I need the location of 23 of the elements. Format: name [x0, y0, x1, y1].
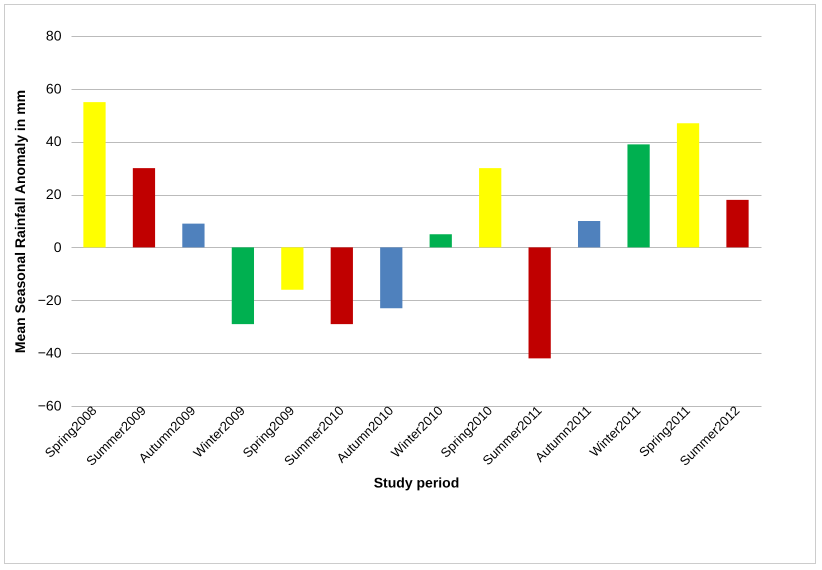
bar — [83, 102, 106, 248]
bar — [479, 168, 502, 248]
bar — [132, 168, 156, 248]
bar — [232, 247, 254, 324]
bar — [281, 247, 304, 290]
y-tick-label: 20 — [46, 186, 62, 202]
bar — [182, 224, 205, 248]
y-tick-label: 40 — [46, 133, 62, 150]
bar — [578, 221, 600, 248]
y-tick-label: −40 — [38, 344, 62, 361]
bar — [528, 247, 551, 358]
x-axis-title: Study period — [374, 474, 460, 491]
bar — [330, 247, 353, 324]
y-tick-label: 80 — [46, 28, 62, 44]
y-axis-title: Mean Seasonal Rainfall Anomaly in mm — [12, 90, 28, 354]
y-tick-label: 60 — [46, 80, 62, 96]
bar — [676, 123, 700, 248]
y-tick-label: −20 — [38, 292, 62, 308]
bar — [380, 247, 402, 308]
bar — [726, 200, 749, 248]
y-tick-label: 0 — [54, 238, 62, 255]
bar — [430, 234, 452, 248]
bar — [627, 144, 650, 248]
